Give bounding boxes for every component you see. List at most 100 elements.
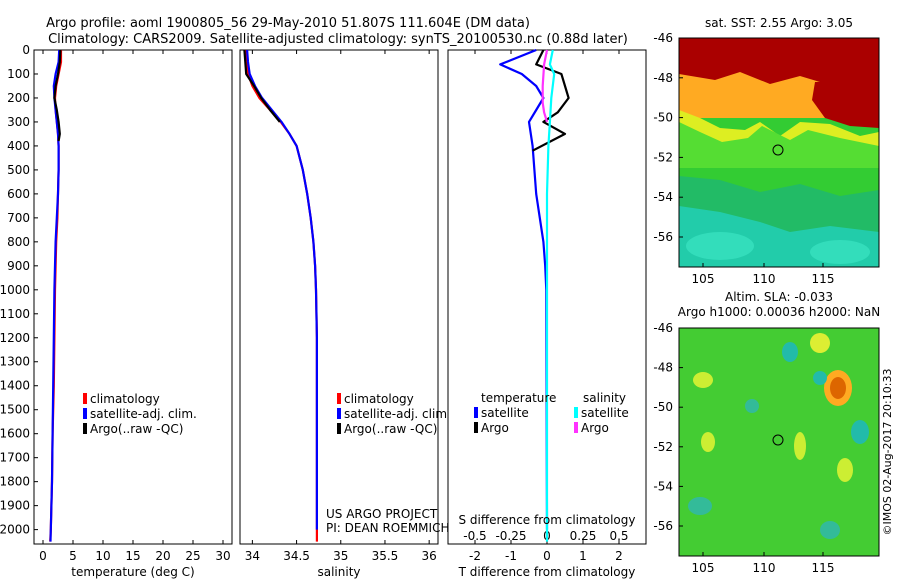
salinity-legend: climatology satellite-adj. clim. Argo(..… [337, 392, 451, 436]
figure-title-line2: Climatology: CARS2009. Satellite-adjuste… [48, 32, 628, 47]
project-annotation: US ARGO PROJECT [326, 507, 438, 521]
depth-tick-label: 1100 [0, 307, 30, 321]
sla-map-sublabel: Argo h1000: 0.00036 h2000: NaN [678, 305, 880, 319]
x-tick-label: -1 [505, 549, 517, 563]
s-tick-label: 0.25 [570, 529, 597, 543]
legend-label-t-argo: Argo [481, 421, 509, 435]
depth-tick-label: 1500 [0, 403, 30, 417]
depth-tick-label: 1600 [0, 427, 30, 441]
depth-tick-label: 500 [7, 163, 30, 177]
sst-cold-patch [686, 232, 754, 260]
depth-tick-label: 1700 [0, 451, 30, 465]
lat-tick-label: -50 [653, 111, 673, 125]
sla-negative-anomaly [851, 420, 869, 444]
depth-tick-label: 600 [7, 187, 30, 201]
sla-negative-anomaly [813, 371, 827, 385]
depth-tick-label: 300 [7, 115, 30, 129]
series-temperature-argo [532, 49, 570, 152]
sla-positive-anomaly [837, 458, 853, 482]
legend-header-temperature: temperature [481, 391, 556, 405]
argo-location-marker [772, 144, 784, 156]
sla-positive-anomaly [693, 372, 713, 388]
legend-swatch-t-satellite [474, 407, 478, 418]
lat-tick-label: -52 [653, 440, 673, 454]
temperature-series [49, 49, 63, 542]
depth-tick-label: 1400 [0, 379, 30, 393]
sla-map-image [679, 328, 879, 556]
depth-tick-label: 1000 [0, 283, 30, 297]
depth-tick-label: 1800 [0, 475, 30, 489]
depth-tick-label: 100 [7, 67, 30, 81]
lat-tick-label: -56 [653, 230, 673, 244]
x-tick-label: 34 [245, 549, 260, 563]
legend-swatch-satellite [337, 408, 341, 419]
argo-location-marker [772, 434, 784, 446]
lon-tick-label: 105 [692, 272, 715, 286]
sst-map: sat. SST: 2.55 Argo: 3.05 105 110 115 -46 -4… [653, 16, 880, 286]
sla-map: Altim. SLA: -0.033 Argo h1000: 0.00036 h… [653, 290, 880, 575]
lon-tick-label: 110 [753, 561, 776, 575]
sla-map-frame [678, 327, 880, 557]
temperature-xlabel: temperature (deg C) [71, 565, 194, 579]
series-argo-raw-qc [53, 49, 62, 142]
temperature-x-axis: 0 5 10 15 20 25 30 [39, 50, 231, 563]
legend-header-salinity: salinity [583, 391, 626, 405]
lat-tick-label: -54 [653, 479, 673, 493]
legend-label-s-argo: Argo [581, 421, 609, 435]
lat-tick-label: -48 [653, 361, 673, 375]
salinity-panel: 34 34.5 35 35.5 36 salinity climatology sate… [239, 49, 451, 579]
s-difference-axis: -0.5 -0.25 0 0.25 0.5 [463, 529, 628, 543]
s-tick-label: -0.25 [495, 529, 526, 543]
difference-panel: -2 -1 0 1 2 -0.5 -0.25 0 0.25 0.5 S difference f… [447, 48, 647, 579]
sst-cold-patch [810, 240, 870, 264]
depth-axis: 0 100 200 300 400 500 600 700 800 900 1000 1100 1200… [0, 43, 38, 537]
lat-tick-label: -56 [653, 519, 673, 533]
x-tick-label: 25 [185, 549, 200, 563]
series-salinity-satellite [545, 49, 556, 542]
s-difference-label: S difference from climatology [459, 513, 636, 527]
series-argo-raw-qc [243, 49, 281, 123]
x-tick-label: 15 [125, 549, 140, 563]
lat-tick-label: -46 [653, 321, 673, 335]
sst-map-image [679, 38, 879, 267]
lat-tick-label: -50 [653, 400, 673, 414]
sst-map-frame [678, 37, 880, 268]
depth-tick-label: 1300 [0, 355, 30, 369]
depth-tick-label: 400 [7, 139, 30, 153]
sst-map-label: sat. SST: 2.55 Argo: 3.05 [705, 16, 853, 30]
sla-map-label: Altim. SLA: -0.033 [725, 290, 833, 304]
t-difference-label: T difference from climatology [458, 565, 636, 579]
legend-swatch-argo [337, 423, 341, 434]
imos-timestamp: ©IMOS 02-Aug-2017 20:10:33 [881, 369, 894, 536]
t-difference-axis: -2 -1 0 1 2 [469, 50, 623, 563]
legend-label-argo: Argo(..raw -QC) [344, 422, 437, 436]
lat-tick-label: -54 [653, 190, 673, 204]
salinity-axes-frame [239, 49, 439, 545]
sla-negative-anomaly [782, 342, 798, 362]
legend-label-climatology: climatology [344, 392, 414, 406]
depth-tick-label: 200 [7, 91, 30, 105]
depth-tick-label: 900 [7, 259, 30, 273]
lat-tick-label: -52 [653, 150, 673, 164]
sla-positive-anomaly [810, 333, 830, 353]
x-tick-label: 35 [333, 549, 348, 563]
temperature-legend: climatology satellite-adj. clim. Argo(..… [83, 392, 197, 436]
lon-tick-label: 105 [692, 561, 715, 575]
depth-tick-label: 1900 [0, 499, 30, 513]
depth-tick-label: 2000 [0, 523, 30, 537]
sla-map-axes: 105 110 115 -46 -48 -50 -52 -54 -56 [653, 321, 834, 575]
depth-tick-label: 1200 [0, 331, 30, 345]
s-tick-label: -0.5 [463, 529, 486, 543]
depth-tick-label: 800 [7, 235, 30, 249]
depth-tick-label: 0 [22, 43, 30, 57]
depth-tick-label: 700 [7, 211, 30, 225]
legend-label-satellite: satellite-adj. clim. [90, 407, 197, 421]
lat-tick-label: -46 [653, 31, 673, 45]
lon-tick-label: 115 [812, 561, 835, 575]
sla-positive-anomaly [794, 432, 806, 460]
legend-label-argo: Argo(..raw -QC) [90, 422, 183, 436]
salinity-xlabel: salinity [317, 565, 360, 579]
temperature-axes-frame [33, 49, 233, 545]
difference-series [499, 48, 570, 542]
